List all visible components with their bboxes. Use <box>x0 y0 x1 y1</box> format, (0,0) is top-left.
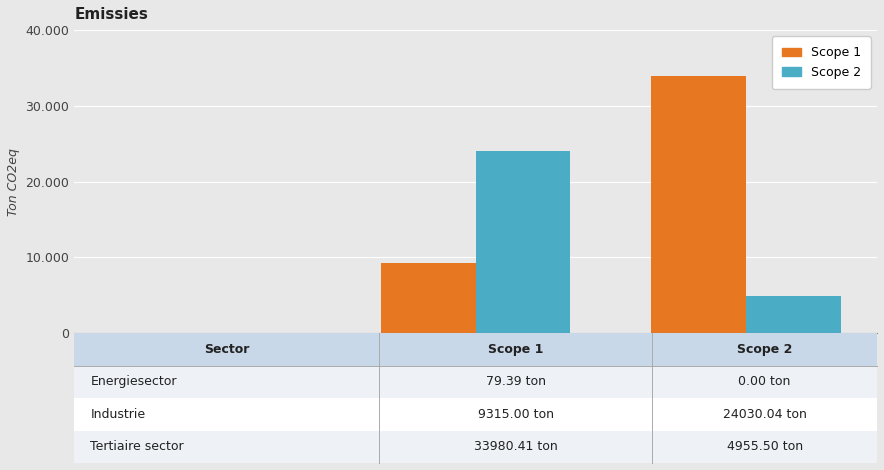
Y-axis label: Ton CO2eq: Ton CO2eq <box>7 148 20 216</box>
Bar <box>381 263 476 333</box>
Text: 0.00 ton: 0.00 ton <box>738 376 791 388</box>
Bar <box>74 398 877 431</box>
Text: 79.39 ton: 79.39 ton <box>486 376 545 388</box>
Text: Tertiaire sector: Tertiaire sector <box>90 440 184 454</box>
Text: 33980.41 ton: 33980.41 ton <box>474 440 558 454</box>
Bar <box>74 431 877 463</box>
Text: 24030.04 ton: 24030.04 ton <box>723 408 806 421</box>
Bar <box>746 296 841 333</box>
Text: Sector: Sector <box>204 343 249 356</box>
Bar <box>652 76 746 333</box>
Text: Scope 2: Scope 2 <box>737 343 792 356</box>
Text: Energiesector: Energiesector <box>90 376 177 388</box>
Legend: Scope 1, Scope 2: Scope 1, Scope 2 <box>772 36 871 88</box>
Text: 9315.00 ton: 9315.00 ton <box>477 408 553 421</box>
X-axis label: Sector: Sector <box>455 357 496 369</box>
Bar <box>476 151 570 333</box>
Text: Scope 1: Scope 1 <box>488 343 544 356</box>
Text: 4955.50 ton: 4955.50 ton <box>727 440 803 454</box>
Bar <box>74 333 877 366</box>
Text: Industrie: Industrie <box>90 408 145 421</box>
Text: Emissies: Emissies <box>74 7 149 22</box>
Bar <box>74 366 877 398</box>
